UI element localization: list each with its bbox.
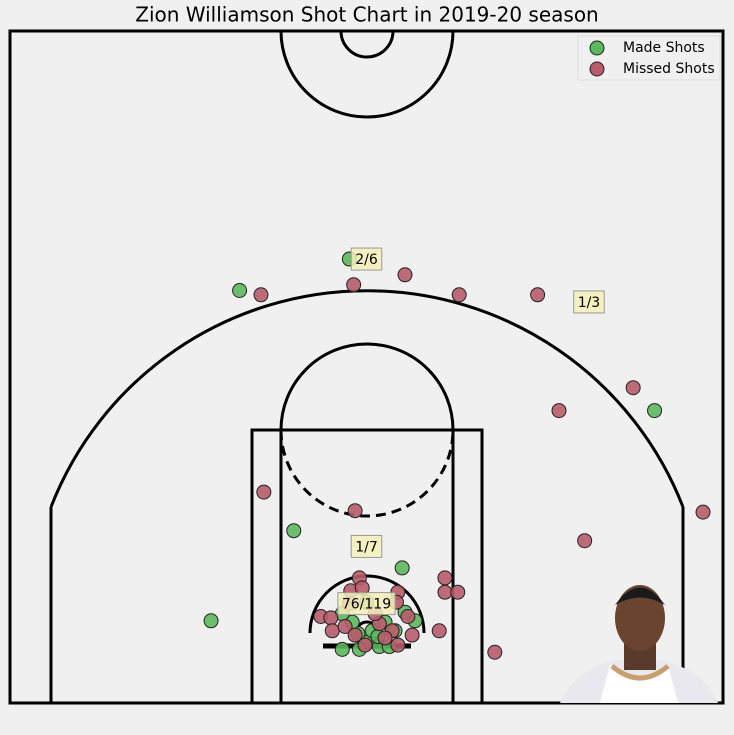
annotation-box: [350, 534, 383, 558]
shot-point: [357, 637, 373, 653]
shot-point: [451, 287, 467, 303]
player-photo: [560, 585, 718, 703]
shot-point: [437, 570, 453, 586]
shot-point: [404, 627, 420, 643]
legend: Made Shots Missed Shots: [577, 35, 721, 81]
annotation: 1/7: [355, 539, 378, 555]
shot-point: [397, 267, 413, 283]
legend-marker: [589, 40, 605, 56]
shot-point: [337, 619, 353, 635]
shot-point: [530, 287, 546, 303]
shot-point: [551, 403, 567, 419]
shot-point: [695, 504, 711, 520]
shot-point: [625, 380, 641, 396]
shot-point: [347, 627, 363, 643]
shot-point: [431, 623, 447, 639]
shot-point: [253, 287, 269, 303]
shot-point: [390, 637, 406, 653]
shot-point: [487, 644, 503, 660]
legend-label: Missed Shots: [623, 61, 715, 77]
shot-point: [400, 608, 416, 624]
shot-point: [334, 641, 350, 657]
chart-title: Zion Williamson Shot Chart in 2019-20 se…: [135, 3, 598, 27]
shot-point: [577, 533, 593, 549]
shot-point: [232, 283, 248, 299]
annotation-box: [337, 592, 396, 616]
shot-point: [437, 584, 453, 600]
shot-point: [394, 560, 410, 576]
shot-point: [377, 630, 393, 646]
shot-point: [256, 484, 272, 500]
shot-point: [346, 277, 362, 293]
legend-marker: [589, 61, 605, 77]
shot-point: [647, 403, 663, 419]
annotation-box: [573, 290, 605, 314]
annotation: 76/119: [342, 597, 391, 613]
annotation-box: [350, 247, 383, 271]
legend-label: Made Shots: [623, 40, 705, 56]
shot-point: [203, 613, 219, 629]
annotation: 1/3: [578, 295, 601, 311]
shot-point: [286, 523, 302, 539]
shot-point: [450, 584, 466, 600]
annotation: 2/6: [355, 252, 378, 268]
shot-point: [324, 623, 340, 639]
shot-point: [347, 503, 363, 519]
shot-point: [323, 610, 339, 626]
